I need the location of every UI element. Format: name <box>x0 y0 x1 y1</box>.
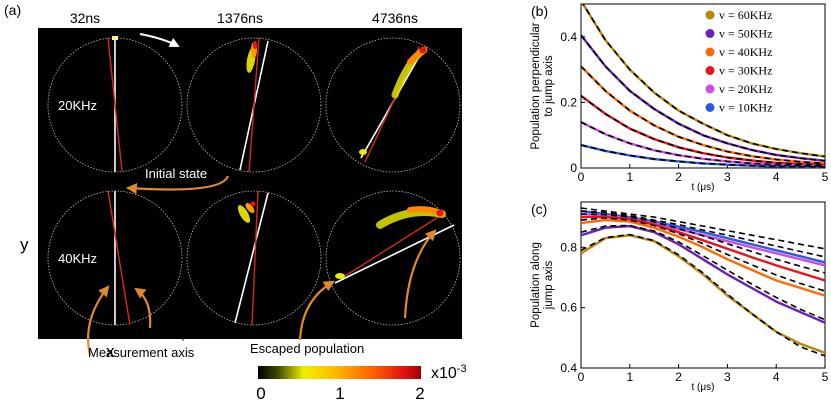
model-dashed-line <box>581 213 825 274</box>
legend-marker <box>705 10 715 20</box>
jump-axis-r1c1 <box>107 37 123 172</box>
colorbar <box>258 366 421 379</box>
population-blob-r2c2 <box>237 201 256 223</box>
panel-a-label: (a) <box>4 2 21 18</box>
legend-entry: v = 10KHz <box>719 101 772 115</box>
y-tick-label: 0.4 <box>560 361 577 375</box>
x-tick-label: 1 <box>626 370 633 384</box>
panel-label-plot-c: (c) <box>531 201 547 217</box>
x-tick-label: 3 <box>724 370 731 384</box>
y-axis-label: Population alongjump axis <box>530 242 555 328</box>
jump-axis-r2c3 <box>344 213 444 277</box>
jump-axis-r2c2 <box>251 190 259 326</box>
model-dashed-line <box>581 34 825 162</box>
colorbar-exponent-label: x10-3 <box>431 363 467 382</box>
legend-marker <box>705 84 715 94</box>
x-tick-label: 0 <box>578 170 585 184</box>
model-dashed-line <box>582 4 825 158</box>
series-line-40khz <box>581 218 825 297</box>
model-dashed-line <box>581 233 825 357</box>
series-line-30khz <box>581 94 825 167</box>
y-tick-label: 0.4 <box>560 30 577 44</box>
dragged-population-arrow-icon <box>403 229 437 319</box>
density-map-background <box>38 28 462 339</box>
legend-entry: v = 20KHz <box>719 82 772 96</box>
row-label-40khz: 40KHz <box>58 251 97 266</box>
plot-frame <box>580 201 826 369</box>
jump-axis-r2c1 <box>107 190 131 326</box>
x-tick-label: 4 <box>773 170 780 184</box>
population-blob-r1c2 <box>246 41 258 73</box>
y-tick-label: 0.6 <box>560 301 577 315</box>
escaped-population-arrow-icon <box>298 280 335 341</box>
panel-b: (b) 0 1 2 3 4 5 0 0.2 0.4 t (μs) Population perpend… <box>530 3 829 193</box>
series-line-50khz <box>581 224 825 324</box>
panel-a: (a) 32ns 1376ns 4736ns <box>4 2 467 403</box>
legend-marker <box>705 66 715 75</box>
series-line-40khz <box>581 65 825 165</box>
x-axis-label: t (μs) <box>692 382 715 393</box>
initial-state-arrow-icon <box>125 175 230 195</box>
panel-c: (c) 0 1 2 3 4 5 0.4 0.6 0.8 t (μs) Population along… <box>530 201 829 393</box>
population-blob-r1c1 <box>112 36 118 40</box>
bloch-circle-r2c3 <box>325 190 461 326</box>
time-label-2: 1376ns <box>217 10 263 26</box>
bloch-circle-r1c3 <box>325 37 461 173</box>
colorbar-tick-0: 0 <box>256 384 265 403</box>
measurement-axis-label: Measurement axis <box>88 345 195 360</box>
bloch-circle-r1c2 <box>186 37 322 173</box>
colorbar-tick-1: 1 <box>335 384 344 403</box>
x-tick-label: 5 <box>822 370 829 384</box>
panel-label-plot-b: (b) <box>531 3 548 19</box>
y-axis-label: Population perpendicularto jump axis <box>530 22 555 149</box>
legend-entry: v = 30KHz <box>719 64 772 78</box>
jump-axis-arrow-icon <box>134 287 152 329</box>
population-blob-r2c3 <box>335 206 446 279</box>
legend-entry: v = 60KHz <box>719 8 772 22</box>
time-label-1: 32ns <box>70 10 100 26</box>
initial-state-label: Initial state <box>145 166 207 181</box>
series-line-30khz <box>581 215 825 282</box>
model-dashed-line <box>581 210 825 258</box>
model-dashed-line <box>581 217 825 292</box>
x-axis-label: x <box>106 342 115 361</box>
measurement-axis-r2c2 <box>234 192 269 324</box>
bloch-circle-r2c2 <box>186 190 322 326</box>
population-blob-r1c3 <box>359 46 428 155</box>
escaped-population-label: Escaped population <box>250 341 364 356</box>
x-tick-label: 4 <box>773 370 780 384</box>
y-tick-label: 0.8 <box>560 240 577 254</box>
rotation-arrow-icon <box>139 33 180 47</box>
model-dashed-line <box>581 207 825 250</box>
x-tick-label: 3 <box>724 170 731 184</box>
model-dashed-line <box>581 144 825 168</box>
model-dashed-line <box>581 65 825 165</box>
y-axis-label: y <box>20 235 29 254</box>
jump-axis-label: Jump axis <box>157 326 216 341</box>
x-tick-label: 1 <box>626 170 633 184</box>
measurement-axis-arrow-icon <box>87 285 110 356</box>
x-axis-label: t (μs) <box>692 182 715 193</box>
legend-marker <box>705 103 715 112</box>
legend-marker <box>705 29 715 38</box>
time-label-3: 4736ns <box>372 10 418 26</box>
legend-entry: v = 50KHz <box>719 27 772 41</box>
legend-entry: v = 40KHz <box>719 45 772 59</box>
y-tick-label: 0 <box>570 161 577 175</box>
plot-frame <box>580 3 826 169</box>
dragged-population-label: Dragged population <box>328 321 441 336</box>
y-tick-label: 0.2 <box>560 95 577 109</box>
x-tick-label: 5 <box>822 170 829 184</box>
model-dashed-line <box>581 95 825 166</box>
x-tick-label: 0 <box>578 370 585 384</box>
jump-axis-r1c2 <box>248 37 260 173</box>
x-tick-label: 2 <box>675 370 682 384</box>
model-dashed-line <box>581 121 825 168</box>
row-label-20khz: 20KHz <box>58 98 97 113</box>
colorbar-tick-2: 2 <box>415 384 424 403</box>
x-tick-label: 2 <box>675 170 682 184</box>
model-dashed-line <box>581 224 825 321</box>
legend-marker <box>705 47 715 57</box>
